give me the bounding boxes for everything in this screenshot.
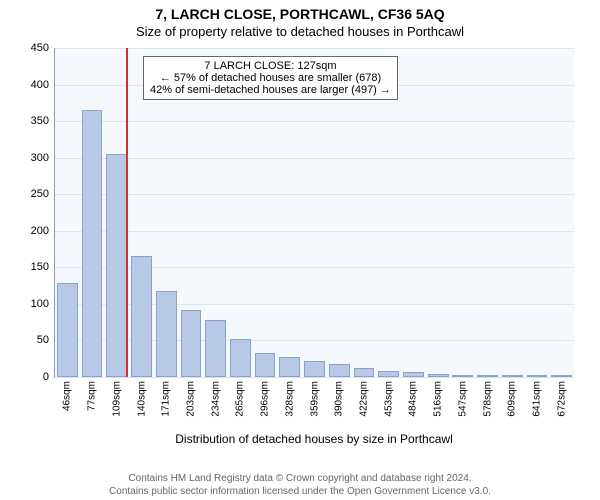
x-tick-label: 547sqm [457,381,468,417]
y-tick-label: 400 [31,79,55,91]
chart-area: Number of detached properties 0501001502… [0,44,600,436]
x-tick-column: 296sqm [253,377,278,429]
bar-column [475,48,500,377]
y-tick-label: 200 [31,225,55,237]
histogram-bar [279,357,300,377]
histogram-bar [329,364,350,377]
x-tick-label: 390sqm [334,381,345,417]
annotation-box: 7 LARCH CLOSE: 127sqm ← 57% of detached … [143,56,398,100]
bar-column [426,48,451,377]
histogram-bar [82,110,103,377]
bar-column [525,48,550,377]
bar-column [401,48,426,377]
x-tick-column: 203sqm [179,377,204,429]
x-tick-label: 609sqm [507,381,518,417]
footer-line1: Contains HM Land Registry data © Crown c… [0,473,600,486]
annotation-line2: ← 57% of detached houses are smaller (67… [150,72,391,84]
y-tick-label: 0 [43,371,55,383]
x-tick-label: 265sqm [235,381,246,417]
x-tick-label: 641sqm [532,381,543,417]
bar-column [80,48,105,377]
histogram-bar [156,291,177,377]
x-tick-label: 578sqm [482,381,493,417]
x-tick-column: 234sqm [203,377,228,429]
x-tick-column: 265sqm [228,377,253,429]
histogram-bar [205,320,226,377]
x-tick-label: 109sqm [111,381,122,417]
x-tick-label: 77sqm [87,381,98,411]
x-tick-label: 484sqm [408,381,419,417]
x-tick-label: 672sqm [556,381,567,417]
chart-subtitle: Size of property relative to detached ho… [0,22,600,39]
histogram-bar [57,283,78,377]
histogram-bar [106,154,127,377]
bar-column [549,48,574,377]
x-tick-column: 109sqm [104,377,129,429]
histogram-bar [255,353,276,377]
histogram-bar [230,339,251,377]
x-tick-label: 516sqm [433,381,444,417]
histogram-bar [181,310,202,377]
y-tick-label: 300 [31,152,55,164]
annotation-line1: 7 LARCH CLOSE: 127sqm [150,60,391,72]
x-tick-labels: 46sqm 77sqm 109sqm 140sqm 171sqm 203sqm 234sqm… [55,377,574,429]
x-tick-column: 672sqm [549,377,574,429]
x-tick-column: 77sqm [80,377,105,429]
annotation-line3: 42% of semi-detached houses are larger (… [150,84,391,96]
footer-line2: Contains public sector information licen… [0,486,600,499]
bar-column [451,48,476,377]
y-tick-label: 100 [31,298,55,310]
y-tick-label: 450 [31,42,55,54]
x-tick-label: 328sqm [284,381,295,417]
x-tick-column: 516sqm [426,377,451,429]
y-tick-label: 150 [31,261,55,273]
histogram-bar [354,368,375,377]
x-tick-column: 390sqm [327,377,352,429]
x-tick-label: 422sqm [358,381,369,417]
x-tick-label: 46sqm [62,381,73,411]
x-tick-label: 453sqm [383,381,394,417]
x-tick-label: 171sqm [161,381,172,417]
x-tick-label: 140sqm [136,381,147,417]
x-tick-column: 609sqm [500,377,525,429]
page-title: 7, LARCH CLOSE, PORTHCAWL, CF36 5AQ [0,0,600,22]
bar-column [55,48,80,377]
x-tick-column: 578sqm [475,377,500,429]
footer-attribution: Contains HM Land Registry data © Crown c… [0,473,600,498]
x-tick-label: 359sqm [309,381,320,417]
y-tick-label: 350 [31,115,55,127]
x-tick-column: 359sqm [302,377,327,429]
x-axis-label: Distribution of detached houses by size … [54,432,574,446]
x-tick-column: 171sqm [154,377,179,429]
x-tick-column: 641sqm [525,377,550,429]
x-tick-label: 296sqm [260,381,271,417]
plot-area: 050100150200250300350400450 7 LARCH CLOS… [54,48,574,378]
histogram-bar [304,361,325,377]
histogram-bar [131,256,152,377]
x-tick-column: 484sqm [401,377,426,429]
x-tick-column: 140sqm [129,377,154,429]
x-tick-column: 453sqm [376,377,401,429]
x-tick-column: 328sqm [277,377,302,429]
x-tick-column: 46sqm [55,377,80,429]
x-tick-column: 422sqm [352,377,377,429]
reference-line [126,48,128,377]
y-tick-label: 50 [37,334,55,346]
x-tick-label: 203sqm [185,381,196,417]
y-tick-label: 250 [31,188,55,200]
bar-column [500,48,525,377]
x-tick-label: 234sqm [210,381,221,417]
x-tick-column: 547sqm [451,377,476,429]
